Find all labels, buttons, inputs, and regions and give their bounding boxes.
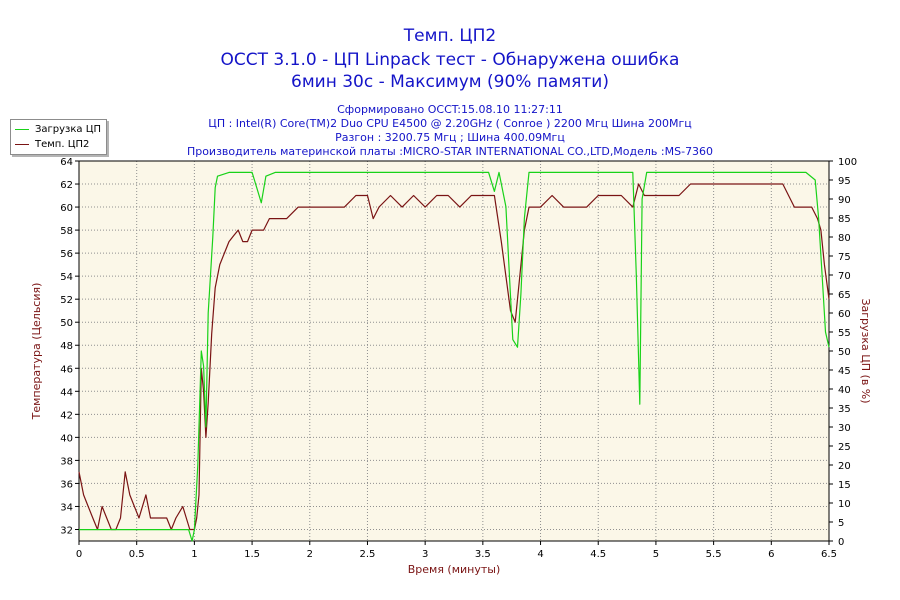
- y2-tick-label: 5: [838, 518, 844, 529]
- y-tick-label: 50: [60, 318, 73, 329]
- y2-tick-label: 40: [838, 385, 851, 396]
- series-line-cpu-load: [79, 171, 830, 542]
- info-cpu: ЦП : Intel(R) Core(TM)2 Duo CPU E4500 @ …: [208, 117, 692, 130]
- legend-item-temp: Темп. ЦП2: [15, 137, 89, 151]
- x-tick-label: 5.5: [706, 549, 722, 560]
- y2-tick-label: 100: [838, 157, 857, 168]
- x-tick-label: 6.5: [821, 549, 837, 560]
- y2-tick-label: 15: [838, 480, 851, 491]
- y2-tick-label: 55: [838, 328, 851, 339]
- x-tick-label: 2.5: [360, 549, 376, 560]
- y2-tick-label: 30: [838, 423, 851, 434]
- x-tick-label: 1.5: [244, 549, 260, 560]
- y2-tick-label: 75: [838, 252, 851, 263]
- y-tick-label: 60: [60, 203, 73, 214]
- legend: Загрузка ЦП Темп. ЦП2: [10, 119, 107, 155]
- legend-label-temp: Темп. ЦП2: [35, 138, 90, 150]
- plot-area: [79, 161, 829, 541]
- y2-tick-label: 85: [838, 214, 851, 225]
- y2-axis-label: Загрузка ЦП (в %): [859, 298, 872, 403]
- y2-tick-label: 60: [838, 309, 851, 320]
- legend-swatch-load: [15, 128, 29, 130]
- y2-tick-label: 20: [838, 461, 851, 472]
- x-tick-label: 0.5: [129, 549, 145, 560]
- y2-tick-label: 45: [838, 366, 851, 377]
- y2-tick-label: 65: [838, 290, 851, 301]
- x-tick-label: 3: [422, 549, 428, 560]
- x-tick-label: 3.5: [475, 549, 491, 560]
- y-axis-label: Температура (Цельсия): [30, 283, 43, 421]
- x-tick-label: 1: [191, 549, 197, 560]
- y-tick-label: 56: [60, 249, 73, 260]
- y-tick-label: 38: [60, 456, 73, 467]
- y-tick-label: 58: [60, 226, 73, 237]
- y2-tick-label: 50: [838, 347, 851, 358]
- x-tick-label: 4: [537, 549, 543, 560]
- y-tick-label: 48: [60, 341, 73, 352]
- x-tick-label: 4.5: [590, 549, 606, 560]
- x-tick-label: 5: [653, 549, 659, 560]
- y-tick-label: 52: [60, 295, 73, 306]
- y-tick-label: 44: [60, 387, 73, 398]
- y-tick-label: 42: [60, 410, 73, 421]
- y-tick-label: 36: [60, 479, 73, 490]
- y2-tick-label: 10: [838, 499, 851, 510]
- y2-tick-label: 80: [838, 233, 851, 244]
- y2-tick-label: 95: [838, 176, 851, 187]
- y-tick-label: 64: [60, 157, 73, 168]
- y2-tick-label: 90: [838, 195, 851, 206]
- y-tick-label: 32: [60, 525, 73, 536]
- y2-tick-label: 25: [838, 442, 851, 453]
- y2-tick-label: 70: [838, 271, 851, 282]
- info-motherboard: Производитель материнской платы :MICRO-S…: [186, 145, 714, 158]
- info-overclock: Разгон : 3200.75 Мгц ; Шина 400.09Мгц: [335, 131, 565, 144]
- y-tick-label: 34: [60, 502, 73, 513]
- x-tick-label: 2: [307, 549, 313, 560]
- x-tick-label: 0: [76, 549, 82, 560]
- title-line-2: OCCT 3.1.0 - ЦП Linpack тест - Обнаружен…: [220, 50, 680, 70]
- y2-tick-label: 35: [838, 404, 851, 415]
- y2-tick-label: 0: [838, 537, 844, 548]
- legend-label-load: Загрузка ЦП: [35, 123, 102, 135]
- info-generated: Сформировано OCCT:15.08.10 11:27:11: [337, 103, 563, 116]
- x-axis-label: Время (минуты): [408, 563, 501, 576]
- y-tick-label: 62: [60, 180, 73, 191]
- y-tick-label: 40: [60, 433, 73, 444]
- title-line-3: 6мин 30с - Максимум (90% памяти): [291, 72, 609, 92]
- y-tick-label: 54: [60, 272, 73, 283]
- legend-swatch-temp: [15, 143, 29, 145]
- legend-item-load: Загрузка ЦП: [15, 122, 101, 136]
- title-line-1: Темп. ЦП2: [403, 26, 497, 46]
- series-line-cpu-temp: [78, 183, 830, 531]
- y-tick-label: 46: [60, 364, 73, 375]
- x-tick-label: 6: [768, 549, 774, 560]
